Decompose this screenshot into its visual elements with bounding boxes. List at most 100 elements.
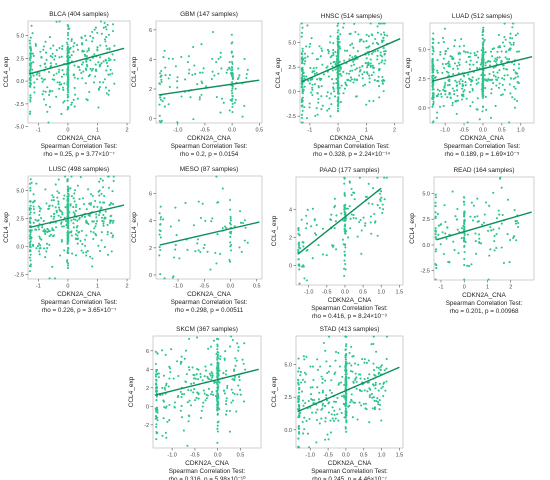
data-point <box>306 208 309 211</box>
data-point <box>498 177 502 180</box>
data-point <box>316 78 319 81</box>
data-point <box>377 75 380 78</box>
data-point <box>478 233 481 236</box>
data-point <box>51 56 54 59</box>
plot-frame <box>295 335 404 449</box>
data-point <box>113 58 116 61</box>
data-point <box>229 219 232 222</box>
data-point <box>300 56 304 59</box>
data-point <box>331 69 334 72</box>
data-point <box>477 81 480 84</box>
data-point <box>444 232 447 235</box>
data-point <box>111 190 114 193</box>
data-point <box>301 86 304 89</box>
data-point <box>469 104 472 108</box>
data-point <box>228 109 231 112</box>
data-point <box>475 82 478 85</box>
data-point <box>60 75 63 78</box>
data-point <box>336 413 339 416</box>
data-point <box>355 387 358 390</box>
data-point <box>344 219 347 222</box>
data-point <box>243 342 246 345</box>
x-tick-label: -1 <box>307 128 312 134</box>
data-point <box>345 369 348 372</box>
data-point <box>462 50 465 53</box>
data-point <box>103 246 106 249</box>
data-point <box>516 72 519 75</box>
data-point <box>48 93 51 97</box>
data-point <box>216 233 219 236</box>
stat-result: rho = 0.25, p = 3.77×10⁻⁷ <box>43 151 115 158</box>
data-point <box>107 33 110 36</box>
stat-result: rho = 0.226, p = 3.65×10⁻⁷ <box>42 307 117 314</box>
panel-luad: LUAD (512 samples)-1.0 -0.5 0.0 0.5 1.00.02.… <box>405 13 535 158</box>
data-point <box>66 239 69 242</box>
data-point <box>107 73 110 76</box>
data-point <box>350 345 353 348</box>
data-point <box>176 360 179 363</box>
data-point <box>29 110 32 113</box>
data-point <box>308 417 311 421</box>
data-point <box>343 193 346 196</box>
data-point <box>443 27 446 30</box>
data-point <box>29 51 32 55</box>
data-point <box>338 382 341 385</box>
data-point <box>83 53 86 56</box>
data-point <box>383 53 386 56</box>
data-point <box>363 377 366 381</box>
data-point <box>334 417 337 420</box>
data-point <box>344 394 347 398</box>
data-point <box>301 399 304 402</box>
data-point <box>199 71 202 74</box>
data-point <box>229 208 232 211</box>
data-point <box>454 39 457 42</box>
data-point <box>481 44 485 47</box>
data-point <box>229 245 232 248</box>
data-point <box>73 212 76 215</box>
data-point <box>41 80 44 83</box>
data-point <box>494 57 497 60</box>
x-tick-label: 1 <box>486 285 489 291</box>
data-point <box>432 32 435 35</box>
data-point <box>225 403 228 406</box>
data-point <box>322 73 325 76</box>
data-point <box>62 225 65 228</box>
data-point <box>509 92 512 95</box>
data-point <box>358 401 361 404</box>
data-point <box>52 199 55 202</box>
data-point <box>55 226 58 229</box>
data-point <box>233 392 236 396</box>
plot-frame <box>433 176 535 281</box>
data-point <box>368 77 371 80</box>
data-point <box>330 213 333 216</box>
data-point <box>382 47 385 50</box>
data-point <box>329 115 332 118</box>
data-point <box>463 203 466 206</box>
data-point <box>490 229 493 232</box>
data-point <box>366 377 369 380</box>
data-point <box>306 24 309 27</box>
data-point <box>344 83 347 86</box>
data-point <box>307 400 310 403</box>
data-point <box>89 59 92 62</box>
data-point <box>91 194 94 197</box>
data-point <box>66 89 70 92</box>
y-tick-label: 4 <box>289 207 292 213</box>
data-point <box>161 349 164 352</box>
data-point <box>156 419 159 422</box>
data-point <box>159 98 162 101</box>
data-point <box>498 44 501 48</box>
data-point <box>513 208 516 212</box>
data-point <box>66 225 70 228</box>
data-point <box>78 207 81 210</box>
data-point <box>353 22 356 25</box>
data-point <box>492 71 495 74</box>
data-point <box>29 55 32 58</box>
data-point <box>93 227 96 230</box>
data-point <box>216 408 219 411</box>
data-point <box>82 203 86 206</box>
stat-heading: Spearman Correlation Test: <box>41 299 118 306</box>
data-point <box>301 83 304 87</box>
data-point <box>62 73 66 76</box>
data-point <box>308 446 311 449</box>
